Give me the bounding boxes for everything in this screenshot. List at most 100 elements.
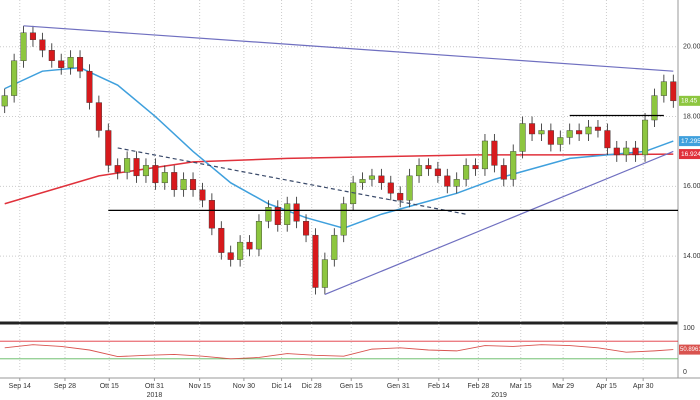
candle-body: [29, 32, 36, 40]
candle-body: [632, 147, 639, 156]
candle-body: [246, 241, 253, 250]
candle-body: [547, 130, 554, 145]
candle-body: [642, 119, 649, 156]
candle-body: [199, 189, 206, 201]
candle-body: [444, 175, 451, 187]
candle-body: [39, 39, 46, 51]
ma-price-label: 16.9244: [681, 151, 700, 158]
candle-body: [1, 95, 8, 107]
x-tick-label: Feb 14: [428, 383, 450, 390]
x-tick-label: Ott 31: [145, 383, 164, 390]
candle-body: [604, 130, 611, 149]
candle-body: [133, 158, 140, 177]
candle-body: [312, 234, 319, 288]
candle-body: [557, 137, 564, 145]
candle-body: [161, 172, 168, 184]
candle-body: [340, 203, 347, 236]
candle-body: [218, 227, 225, 253]
candle-body: [303, 221, 310, 236]
candle-body: [171, 172, 178, 191]
rsi-line: [4, 344, 674, 360]
x-tick-label: Mar 15: [510, 383, 532, 390]
candle-body: [11, 60, 18, 96]
candle-body: [67, 57, 74, 68]
ma-price-box: [679, 149, 700, 160]
rsi-tick-label: 0: [683, 369, 687, 376]
last-price-label: 18.45: [681, 98, 698, 105]
year-label: 2019: [491, 392, 507, 399]
candle-body: [95, 102, 102, 131]
candle-body: [359, 179, 366, 184]
trendline: [117, 147, 467, 215]
candle-body: [265, 207, 272, 222]
candle-body: [416, 165, 423, 177]
candle-body: [500, 165, 507, 180]
x-tick-label: Nov 15: [189, 383, 211, 390]
x-tick-label: Feb 28: [467, 383, 489, 390]
rsi-box: [679, 344, 700, 355]
candle-body: [623, 147, 630, 156]
candle-body: [274, 207, 281, 225]
rsi-tick-label: 100: [683, 325, 695, 332]
y-tick-label: 14.00: [683, 253, 700, 260]
candle-body: [594, 126, 601, 131]
candle-body: [86, 70, 93, 103]
candle-body: [293, 203, 300, 222]
candle-body: [190, 179, 197, 191]
x-tick-label: Gen 31: [387, 383, 410, 390]
candle-body: [208, 200, 215, 229]
candle-body: [670, 81, 677, 102]
candle-body: [397, 193, 404, 201]
x-tick-label: Sep 28: [54, 383, 76, 390]
candle-body: [237, 241, 244, 260]
y-tick-label: 18.00: [683, 113, 700, 120]
candle-body: [425, 165, 432, 170]
candle-body: [255, 221, 262, 250]
x-tick-label: Dic 28: [302, 383, 322, 390]
candle-body: [284, 203, 291, 225]
x-tick-label: Gen 15: [340, 383, 363, 390]
candle-body: [48, 50, 55, 61]
candle-body: [491, 140, 498, 166]
candle-body: [660, 81, 667, 96]
trendline: [324, 150, 674, 296]
candle-body: [519, 123, 526, 152]
candle-body: [510, 151, 517, 180]
candle-body: [434, 168, 441, 177]
y-tick-label: 16.00: [683, 183, 700, 190]
moving-average: [4, 153, 674, 205]
candle-body: [368, 175, 375, 180]
candle-body: [58, 60, 65, 68]
x-tick-label: Apr 15: [596, 383, 617, 390]
candle-body: [566, 130, 573, 138]
candle-body: [77, 57, 84, 72]
candle-body: [481, 140, 488, 170]
candle-body: [651, 95, 658, 121]
trendline: [23, 25, 674, 72]
candle-body: [180, 179, 187, 191]
x-tick-label: Nov 30: [233, 383, 255, 390]
x-tick-label: Apr 30: [633, 383, 654, 390]
candle-body: [152, 165, 159, 184]
candle-body: [463, 165, 470, 180]
candle-body: [529, 123, 536, 135]
candle-body: [378, 175, 385, 184]
last-price-box: [679, 95, 700, 106]
candle-body: [321, 259, 328, 288]
candle-body: [142, 165, 149, 177]
candle-body: [387, 182, 394, 194]
y-tick-label: 20.00: [683, 44, 700, 51]
candle-body: [453, 179, 460, 187]
x-tick-label: Dic 14: [272, 383, 292, 390]
candle-body: [472, 165, 479, 170]
rsi-value-label: 50.8961: [680, 347, 700, 353]
candle-body: [576, 130, 583, 135]
candle-body: [613, 147, 620, 156]
candle-body: [227, 252, 234, 260]
ma-price-label: 17.2958: [681, 138, 700, 145]
candle-body: [406, 175, 413, 201]
candle-body: [114, 165, 121, 173]
candle-body: [124, 158, 131, 173]
